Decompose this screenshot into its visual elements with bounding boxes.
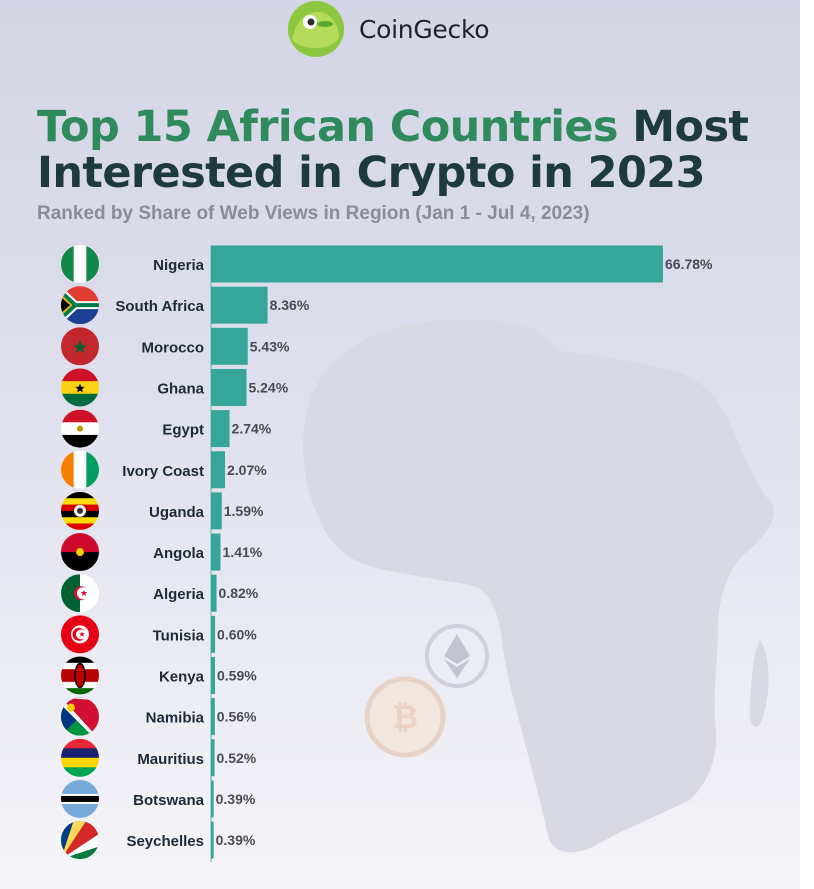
data-label: 0.82% <box>219 585 259 601</box>
title-rest-line1: Most <box>617 102 749 152</box>
ethereum-coin-icon <box>425 624 489 688</box>
right-edge-strip <box>800 0 814 889</box>
svg-text:₿: ₿ <box>392 698 418 736</box>
botswana-flag-icon <box>61 779 99 818</box>
gecko-logo-icon <box>288 1 344 57</box>
data-label: 2.74% <box>232 421 272 437</box>
bar-south-africa <box>211 286 268 324</box>
angola-flag-icon <box>61 533 99 572</box>
tick-label: Kenya <box>159 669 205 686</box>
tick-label: Tunisia <box>153 627 205 644</box>
seychelles-flag-icon <box>61 821 99 860</box>
tick-label: Ghana <box>157 380 204 397</box>
tick-label: Botswana <box>133 792 205 809</box>
brand-name: CoinGecko <box>359 14 490 44</box>
namibia-flag-icon <box>61 697 99 736</box>
data-label: 1.41% <box>223 544 263 560</box>
bar-algeria <box>211 574 217 612</box>
tick-label: Egypt <box>162 422 204 439</box>
data-label: 5.24% <box>248 379 288 395</box>
kenya-flag-icon <box>61 656 99 695</box>
bar-ghana <box>211 368 247 406</box>
algeria-flag-icon <box>61 574 99 613</box>
tick-label: Nigeria <box>153 257 205 274</box>
data-label: 66.78% <box>665 256 713 272</box>
chart-subtitle: Ranked by Share of Web Views in Region (… <box>37 203 590 224</box>
south-africa-flag-icon <box>61 286 99 325</box>
bar-namibia <box>211 698 215 736</box>
tunisia-flag-icon <box>61 615 99 654</box>
nigeria-flag-icon <box>61 245 99 283</box>
bar-seychelles <box>211 821 214 859</box>
data-label: 8.36% <box>270 297 310 313</box>
data-label: 0.60% <box>217 626 257 642</box>
data-label: 5.43% <box>250 338 290 354</box>
chart-title: Top 15 African Countries Most Interested … <box>37 102 749 198</box>
bar-tunisia <box>211 615 216 653</box>
uganda-flag-icon <box>61 491 99 530</box>
data-label: 2.07% <box>227 462 267 478</box>
madagascar-silhouette <box>749 640 769 728</box>
data-label: 0.52% <box>217 750 257 766</box>
ghana-flag-icon <box>61 368 99 407</box>
africa-silhouette <box>303 319 774 853</box>
bar-nigeria <box>211 245 663 283</box>
tick-label: Namibia <box>146 710 205 727</box>
title-line2: Interested in Crypto in 2023 <box>37 148 706 198</box>
tick-label: Mauritius <box>137 751 204 768</box>
bar-angola <box>211 533 221 571</box>
tick-label: South Africa <box>115 298 204 315</box>
data-label: 1.59% <box>224 503 264 519</box>
bar-mauritius <box>211 739 215 777</box>
tick-label: Morocco <box>141 339 204 356</box>
mauritius-flag-icon <box>61 738 99 777</box>
brand-header: CoinGecko <box>287 0 490 58</box>
bar-morocco <box>211 327 248 365</box>
bar-ivory-coast <box>211 451 226 489</box>
bitcoin-coin-icon: ₿ <box>364 676 446 758</box>
bar-egypt <box>211 410 230 448</box>
tick-label: Ivory Coast <box>122 463 204 480</box>
tick-label: Seychelles <box>126 833 204 850</box>
bar-kenya <box>211 657 215 694</box>
data-label: 0.59% <box>217 668 257 684</box>
data-label: 0.39% <box>216 791 256 807</box>
tick-label: Algeria <box>153 586 205 603</box>
ivory-coast-flag-icon <box>61 450 99 489</box>
egypt-flag-icon <box>61 409 99 448</box>
data-label: 0.56% <box>217 709 257 725</box>
data-label: 0.39% <box>216 832 256 848</box>
bar-uganda <box>211 492 222 530</box>
title-highlight: Top 15 African Countries <box>37 102 619 152</box>
tick-label: Uganda <box>149 504 205 521</box>
tick-label: Angola <box>153 545 204 562</box>
morocco-flag-icon <box>61 327 99 366</box>
bar-botswana <box>211 780 214 818</box>
